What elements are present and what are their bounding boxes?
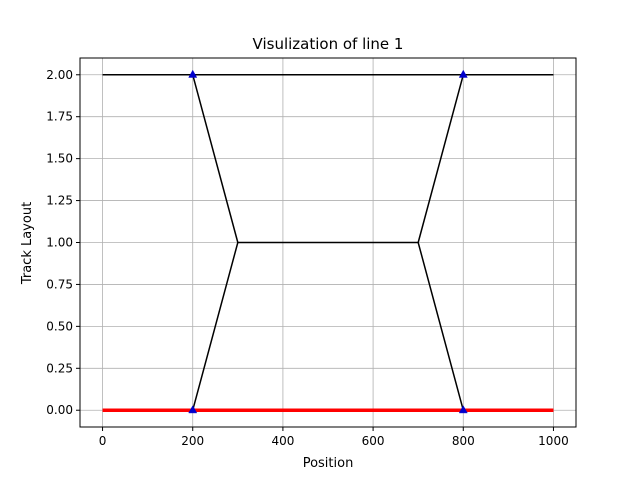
x-tick-label: 400 bbox=[271, 434, 294, 448]
y-axis-label: Track Layout bbox=[20, 202, 35, 285]
x-tick-label: 600 bbox=[362, 434, 385, 448]
y-tick-label: 1.50 bbox=[46, 152, 73, 166]
y-tick-label: 1.00 bbox=[46, 236, 73, 250]
y-tick-label: 0.00 bbox=[46, 403, 73, 417]
y-tick-label: 1.75 bbox=[46, 110, 73, 124]
y-tick-label: 1.25 bbox=[46, 194, 73, 208]
y-tick-label: 0.50 bbox=[46, 319, 73, 333]
series-line-3 bbox=[192, 74, 239, 243]
triangle-marker bbox=[188, 69, 198, 78]
x-tick-label: 800 bbox=[452, 434, 475, 448]
y-tick-label: 0.25 bbox=[46, 361, 73, 375]
triangle-marker bbox=[458, 405, 468, 414]
x-tick-label: 0 bbox=[99, 434, 107, 448]
x-tick-label: 200 bbox=[181, 434, 204, 448]
series-line-4 bbox=[417, 74, 464, 243]
triangle-marker bbox=[188, 405, 198, 414]
y-tick-label: 2.00 bbox=[46, 68, 73, 82]
chart-title: Visulization of line 1 bbox=[253, 35, 404, 53]
y-tick-label: 0.75 bbox=[46, 277, 73, 291]
x-tick-label: 1000 bbox=[538, 434, 569, 448]
triangle-marker bbox=[458, 69, 468, 78]
x-axis-label: Position bbox=[303, 456, 354, 471]
series-line-2 bbox=[192, 241, 464, 411]
